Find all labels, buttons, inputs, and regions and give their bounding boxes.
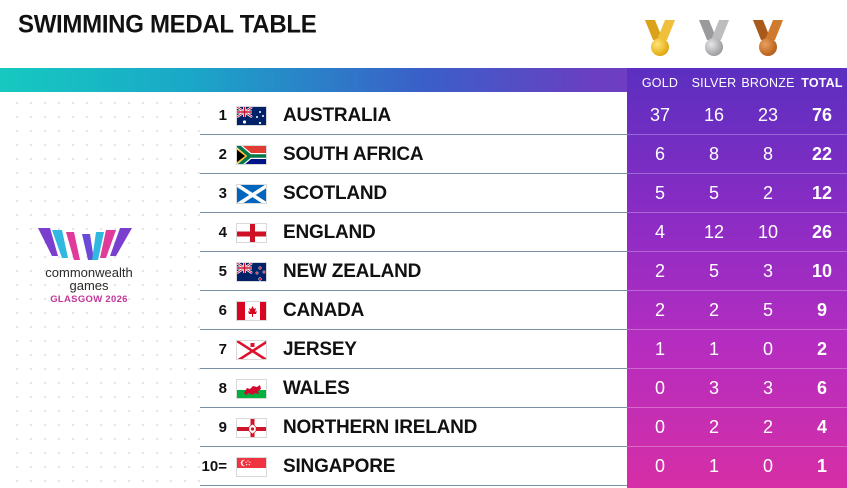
- canada-flag-icon: [236, 301, 267, 321]
- rank: 5: [218, 263, 227, 280]
- bronze-medal-icon: [752, 20, 784, 62]
- total-count: 4: [816, 417, 827, 437]
- page-title: SWIMMING MEDAL TABLE: [18, 10, 317, 39]
- silver-count: 2: [708, 300, 719, 320]
- total-column-header: TOTAL: [801, 76, 843, 90]
- bronze-count: 10: [757, 222, 779, 242]
- bronze-column-header: BRONZE: [741, 76, 795, 90]
- total-count: 10: [811, 261, 833, 281]
- total-count: 1: [816, 456, 827, 476]
- gold-count: 6: [654, 144, 665, 164]
- medal-table: 1 AUSTRALIA 37 16 23 76 2: [200, 96, 847, 486]
- singapore-flag-icon: [236, 457, 267, 477]
- table-row: 4 ENGLAND 4 12 10 26: [200, 213, 847, 252]
- gold-count: 0: [654, 417, 665, 437]
- rank: 8: [218, 380, 227, 397]
- bronze-count: 23: [757, 105, 779, 125]
- gold-count: 37: [649, 105, 671, 125]
- logo-text-commonwealth: commonwealth: [45, 265, 133, 280]
- gold-column-header: GOLD: [641, 76, 679, 90]
- gold-count: 0: [654, 378, 665, 398]
- total-count: 26: [811, 222, 833, 242]
- rank: 4: [218, 224, 227, 241]
- silver-medal-icon: [698, 20, 730, 62]
- country-name: CANADA: [283, 300, 365, 321]
- total-count: 22: [811, 144, 833, 164]
- bronze-count: 3: [762, 378, 773, 398]
- rank: 9: [218, 419, 227, 436]
- total-count: 12: [811, 183, 833, 203]
- bronze-count: 5: [762, 300, 773, 320]
- table-row: 9 NORTHERN IRELAND 0 2 2 4: [200, 408, 847, 447]
- silver-count: 12: [703, 222, 725, 242]
- rank: 2: [218, 146, 227, 163]
- bronze-count: 3: [762, 261, 773, 281]
- bronze-count: 0: [762, 456, 773, 476]
- country-name: ENGLAND: [283, 222, 376, 243]
- northern-ireland-flag-icon: [236, 418, 267, 438]
- country-name: NORTHERN IRELAND: [283, 417, 478, 438]
- country-name: WALES: [283, 378, 350, 399]
- table-row: 1 AUSTRALIA 37 16 23 76: [200, 96, 847, 135]
- silver-count: 8: [708, 144, 719, 164]
- table-row: 10= SINGAPORE 0 1 0 1: [200, 447, 847, 486]
- south-africa-flag-icon: [236, 145, 267, 165]
- silver-count: 3: [708, 378, 719, 398]
- logo-text-glasgow: GLASGOW 2026: [50, 294, 128, 305]
- silver-column-header: SILVER: [691, 76, 737, 90]
- england-flag-icon: [236, 223, 267, 243]
- scotland-flag-icon: [236, 184, 267, 204]
- australia-flag-icon: [236, 106, 267, 126]
- wales-flag-icon: [236, 379, 267, 399]
- bronze-count: 2: [762, 417, 773, 437]
- silver-count: 16: [703, 105, 725, 125]
- gold-count: 0: [654, 456, 665, 476]
- table-row: 6 CANADA 2 2 5 9: [200, 291, 847, 330]
- bronze-count: 8: [762, 144, 773, 164]
- table-row: 5 NEW ZEALAND 2 5 3 10: [200, 252, 847, 291]
- gold-count: 1: [654, 339, 665, 359]
- country-name: JERSEY: [283, 339, 357, 360]
- total-count: 2: [816, 339, 827, 359]
- country-name: AUSTRALIA: [283, 105, 391, 126]
- silver-count: 1: [708, 339, 719, 359]
- background-dot-pattern: [10, 96, 200, 488]
- stats-panel: [627, 68, 847, 488]
- table-row: 3 SCOTLAND 5 5 2 12: [200, 174, 847, 213]
- gold-count: 4: [654, 222, 665, 242]
- table-row: 8 WALES 0 3 3 6: [200, 369, 847, 408]
- silver-count: 1: [708, 456, 719, 476]
- silver-count: 5: [708, 183, 719, 203]
- rank: 1: [218, 107, 227, 124]
- rank: 6: [218, 302, 227, 319]
- rank: 10=: [201, 458, 227, 475]
- bronze-count: 0: [762, 339, 773, 359]
- logo-text-games: games: [69, 278, 109, 293]
- medal-icons: [0, 20, 847, 64]
- commonwealth-games-emblem-icon: [38, 228, 132, 260]
- country-name: SOUTH AFRICA: [283, 144, 424, 165]
- table-row: 2 SOUTH AFRICA 6 8 8 22: [200, 135, 847, 174]
- gold-count: 2: [654, 300, 665, 320]
- commonwealth-games-logo: commonwealth games GLASGOW 2026: [34, 226, 144, 308]
- rank: 7: [218, 341, 227, 358]
- gold-medal-icon: [644, 20, 676, 62]
- total-count: 76: [811, 105, 833, 125]
- country-name: NEW ZEALAND: [283, 261, 422, 282]
- new-zealand-flag-icon: [236, 262, 267, 282]
- gold-count: 5: [654, 183, 665, 203]
- jersey-flag-icon: [236, 340, 267, 360]
- gold-count: 2: [654, 261, 665, 281]
- rank: 3: [218, 185, 227, 202]
- total-count: 6: [816, 378, 827, 398]
- total-count: 9: [816, 300, 827, 320]
- bronze-count: 2: [762, 183, 773, 203]
- table-row: 7 JERSEY 1 1 0 2: [200, 330, 847, 369]
- silver-count: 2: [708, 417, 719, 437]
- silver-count: 5: [708, 261, 719, 281]
- country-name: SINGAPORE: [283, 456, 396, 477]
- country-name: SCOTLAND: [283, 183, 387, 204]
